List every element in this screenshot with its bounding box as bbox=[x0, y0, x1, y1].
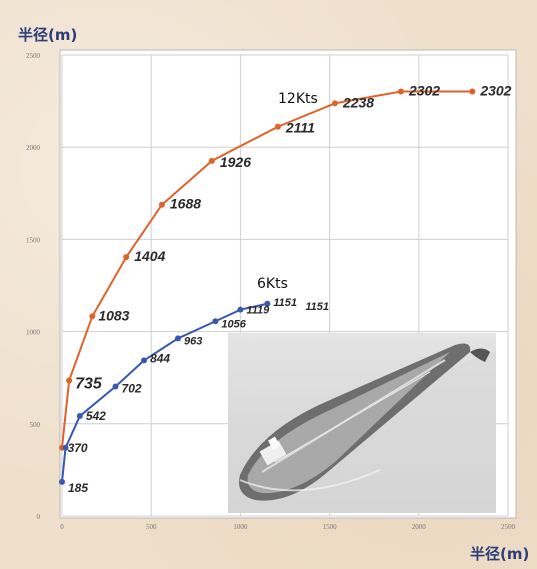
data-point bbox=[62, 444, 69, 451]
x-tick-label: 1500 bbox=[323, 523, 338, 531]
x-tick-label: 500 bbox=[146, 523, 157, 531]
data-point bbox=[274, 123, 281, 130]
data-label-end: 1151 bbox=[305, 301, 329, 313]
data-point bbox=[397, 88, 404, 95]
data-label: 2111 bbox=[285, 120, 315, 136]
data-label: 1083 bbox=[98, 307, 129, 323]
data-label: 370 bbox=[68, 441, 88, 455]
x-axis-title: 半径(m) bbox=[470, 545, 530, 563]
series-line-0 bbox=[61, 90, 473, 448]
data-point bbox=[264, 300, 271, 307]
data-point bbox=[331, 100, 338, 107]
data-label: 2302 bbox=[408, 83, 440, 99]
y-tick-label: 2000 bbox=[26, 144, 41, 152]
x-tick-label: 2000 bbox=[412, 523, 427, 531]
data-point bbox=[76, 413, 83, 420]
data-label-layer: 735 1083 1404 1688 1926 2111 2238 2302 2302 185 37… bbox=[68, 83, 512, 495]
data-label: 702 bbox=[122, 382, 142, 396]
data-point bbox=[158, 201, 165, 208]
data-label: 963 bbox=[184, 335, 202, 347]
data-label: 2302 bbox=[479, 83, 511, 99]
data-point bbox=[174, 335, 181, 342]
y-tick-label: 0 bbox=[37, 513, 41, 521]
data-label: 2238 bbox=[342, 94, 374, 110]
y-tick-label: 2500 bbox=[26, 52, 41, 60]
data-point bbox=[469, 88, 476, 95]
axis-ticks: 0 500 1000 1500 2000 2500 0 500 1000 1500 2000 2500 bbox=[26, 52, 516, 531]
data-label: 542 bbox=[86, 409, 106, 423]
data-point bbox=[59, 478, 65, 485]
data-point bbox=[89, 313, 96, 320]
data-label: 1151 bbox=[273, 297, 297, 309]
series-label-12kts: 12Kts bbox=[278, 91, 318, 107]
x-tick-label: 0 bbox=[60, 523, 64, 531]
y-tick-label: 1000 bbox=[26, 329, 41, 337]
data-point bbox=[141, 357, 148, 364]
oil-tanker-photo bbox=[228, 333, 496, 513]
x-tick-label: 1000 bbox=[233, 523, 248, 531]
data-label: 1056 bbox=[221, 318, 246, 330]
data-point bbox=[208, 157, 215, 164]
data-label: 735 bbox=[75, 375, 103, 392]
data-point bbox=[66, 377, 73, 384]
data-label: 1688 bbox=[170, 196, 201, 212]
y-tick-label: 1500 bbox=[26, 236, 41, 244]
data-label: 185 bbox=[68, 481, 88, 495]
series-layer bbox=[59, 88, 476, 485]
y-tick-label: 500 bbox=[30, 421, 41, 429]
data-label: 1404 bbox=[134, 248, 165, 264]
data-point bbox=[237, 306, 244, 313]
data-label: 844 bbox=[150, 351, 170, 365]
data-label: 1926 bbox=[220, 154, 251, 170]
y-axis-title: 半径(m) bbox=[18, 26, 78, 44]
x-tick-label: 2500 bbox=[501, 523, 516, 531]
series-label-6kts: 6Kts bbox=[257, 276, 288, 292]
data-point bbox=[112, 383, 119, 390]
data-point bbox=[212, 318, 219, 325]
data-point bbox=[123, 254, 130, 261]
data-label: 1119 bbox=[246, 305, 270, 317]
